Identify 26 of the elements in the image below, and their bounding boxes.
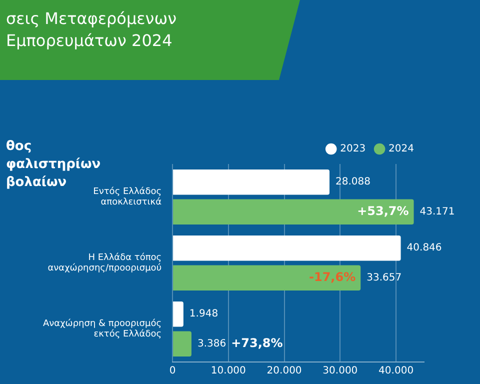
bar	[173, 199, 414, 224]
legend-label: 2023	[340, 144, 366, 155]
chart-title: σεις Μεταφερόμενων Εμπορευμάτων 2024	[6, 8, 178, 52]
x-tick-label: 30.000	[322, 366, 358, 377]
data-label: 33.657	[366, 272, 402, 284]
x-tick-label: 40.000	[378, 366, 414, 377]
annotation: +53,7%	[357, 204, 409, 218]
data-label: 1.948	[189, 308, 218, 320]
data-label: 28.088	[335, 176, 370, 188]
x-tick-label: 0	[169, 366, 176, 377]
annotation: +73,8%	[231, 336, 283, 350]
x-tick-label: 20.000	[266, 366, 302, 377]
x-tick-label: 10.000	[210, 366, 246, 377]
y-tick-label: Η Ελλάδα τόπος αναχώρησης/προορισμού	[48, 252, 162, 274]
bar	[173, 302, 184, 327]
data-label: 3.386	[197, 338, 226, 350]
bar	[173, 265, 361, 290]
annotation: -17,6%	[308, 270, 356, 284]
data-label: 40.846	[406, 242, 442, 254]
bar	[173, 170, 330, 195]
y-tick-label: Εντός Ελλάδος αποκλειστικά	[93, 186, 162, 208]
legend-label: 2024	[388, 144, 414, 155]
y-tick-label: Αναχώρηση & προορισμός εκτός Ελλάδος	[42, 318, 162, 340]
bar	[173, 331, 192, 356]
data-label: 43.171	[420, 206, 455, 218]
bar	[173, 236, 401, 261]
